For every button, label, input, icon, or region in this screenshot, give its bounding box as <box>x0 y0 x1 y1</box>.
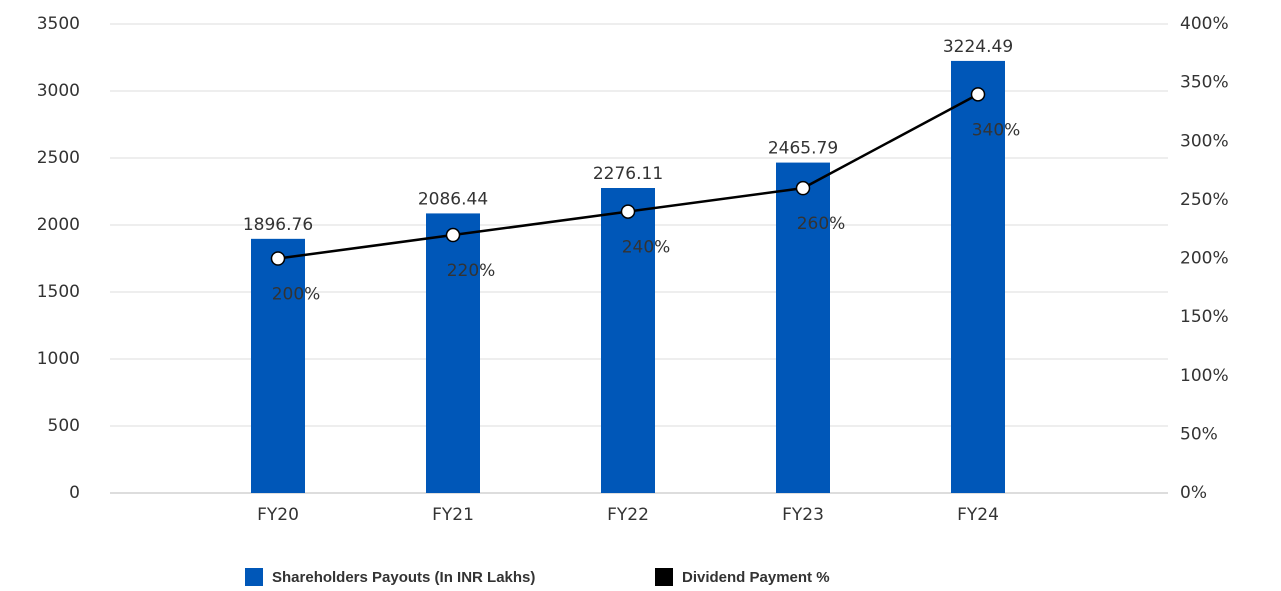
bar <box>951 60 1005 494</box>
y2-tick-label: 200% <box>1180 249 1229 269</box>
y2-tick-label: 150% <box>1180 307 1229 327</box>
line-value-label: 260% <box>797 214 846 234</box>
y-tick-label: 3000 <box>37 81 80 101</box>
bar-value-label: 2276.11 <box>593 164 663 184</box>
y2-tick-label: 100% <box>1180 366 1229 386</box>
bar <box>776 162 830 493</box>
x-tick-label: FY21 <box>432 505 474 525</box>
bar <box>251 238 305 493</box>
x-tick-label: FY22 <box>607 505 649 525</box>
y-tick-label: 0 <box>69 483 80 503</box>
y2-tick-label: 400% <box>1180 14 1229 34</box>
x-tick-label: FY23 <box>782 505 824 525</box>
legend-label: Shareholders Payouts (In INR Lakhs) <box>272 569 535 586</box>
y2-tick-label: 50% <box>1180 424 1218 444</box>
bar-value-label: 1896.76 <box>243 215 313 235</box>
line-point <box>270 251 286 266</box>
bar-value-label: 2465.79 <box>768 139 838 159</box>
y-tick-label: 2500 <box>37 148 80 168</box>
line-value-label: 340% <box>972 120 1021 140</box>
y2-tick-label: 0% <box>1180 483 1207 503</box>
y2-tick-label: 300% <box>1180 131 1229 151</box>
bar-value-label: 3224.49 <box>943 37 1013 57</box>
x-tick-label: FY24 <box>957 505 999 525</box>
line-point <box>795 180 811 196</box>
y-tick-label: 1000 <box>37 349 80 369</box>
y-tick-label: 500 <box>48 416 80 436</box>
bar-value-label: 2086.44 <box>418 189 488 209</box>
legend-swatch <box>245 568 263 586</box>
x-tick-label: FY20 <box>257 505 299 525</box>
y-tick-label: 3500 <box>37 14 80 34</box>
bar <box>601 188 655 493</box>
y-tick-label: 2000 <box>37 215 80 235</box>
y2-tick-label: 250% <box>1180 190 1229 210</box>
line-point <box>970 87 986 102</box>
line-value-label: 220% <box>447 261 496 281</box>
bar <box>426 213 480 493</box>
legend-swatch <box>655 568 673 586</box>
y-tick-label: 1500 <box>37 282 80 302</box>
line-point <box>620 204 636 219</box>
y2-tick-label: 350% <box>1180 73 1229 93</box>
line-value-label: 240% <box>622 238 671 258</box>
line-point <box>445 227 461 243</box>
legend-label: Dividend Payment % <box>682 569 830 586</box>
line-value-label: 200% <box>272 285 321 305</box>
